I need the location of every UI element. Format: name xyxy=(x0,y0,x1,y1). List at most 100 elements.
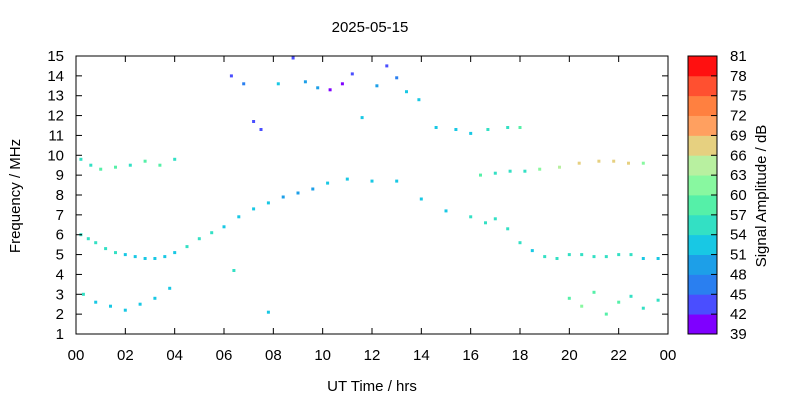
data-point-s0-14 xyxy=(222,225,226,229)
x-tick-label: 18 xyxy=(512,347,529,364)
data-point-s1-8 xyxy=(479,173,482,177)
data-point-s2-2 xyxy=(252,120,256,123)
colorbar-tick-label: 51 xyxy=(730,247,747,264)
data-point-s2-11 xyxy=(360,116,364,120)
data-point-s0-3 xyxy=(104,247,108,251)
data-point-s0-12 xyxy=(197,237,201,241)
colorbar-segment xyxy=(688,274,717,295)
data-point-s3-0 xyxy=(81,292,85,296)
data-point-s2-17 xyxy=(434,126,438,129)
x-tick-label: 12 xyxy=(364,347,381,364)
y-tick-label: 14 xyxy=(47,68,64,85)
data-point-s0-36 xyxy=(580,253,584,257)
data-point-s0-17 xyxy=(266,201,270,205)
data-point-s0-39 xyxy=(617,253,621,257)
colorbar-tick-label: 39 xyxy=(730,326,747,343)
colorbar-tick-label: 78 xyxy=(730,68,747,85)
colorbar-segment xyxy=(688,155,717,176)
data-point-s0-16 xyxy=(252,207,256,211)
data-point-s1-15 xyxy=(597,159,601,163)
y-tick-label: 12 xyxy=(47,108,64,125)
data-point-s1-12 xyxy=(538,167,542,171)
data-point-s0-31 xyxy=(518,241,522,245)
data-point-s1-11 xyxy=(523,169,527,173)
colorbar-tick-label: 69 xyxy=(730,127,747,144)
y-tick-label: 10 xyxy=(47,147,64,164)
data-point-s2-1 xyxy=(242,82,246,86)
data-point-s1-6 xyxy=(158,163,162,167)
data-point-s0-7 xyxy=(143,257,147,260)
data-point-s2-13 xyxy=(385,64,389,68)
data-point-s2-7 xyxy=(316,86,320,90)
data-point-s0-26 xyxy=(444,209,448,213)
data-point-s1-16 xyxy=(612,159,616,163)
y-tick-label: 5 xyxy=(56,247,64,264)
x-tick-label: 14 xyxy=(413,347,430,364)
colorbar-tick-label: 75 xyxy=(730,88,747,105)
x-tick-label: 20 xyxy=(561,347,578,364)
data-point-s0-28 xyxy=(484,221,487,225)
data-point-s0-37 xyxy=(592,255,596,259)
colorbar-ticks: 39 42 45 48 51 54 57 60 63 66 69 72 75 78 81 xyxy=(711,48,747,343)
data-point-s3-9 xyxy=(567,296,571,300)
data-point-s2-20 xyxy=(486,128,490,131)
colorbar-segment xyxy=(688,56,717,77)
data-point-s3-5 xyxy=(153,296,157,300)
data-point-s2-22 xyxy=(518,126,522,129)
data-point-s1-2 xyxy=(99,167,103,171)
data-point-s0-33 xyxy=(543,255,547,259)
colorbar-segment xyxy=(688,75,717,97)
data-point-s0-6 xyxy=(133,255,137,259)
colorbar-tick-label: 45 xyxy=(730,286,747,303)
colorbar-tick-label: 57 xyxy=(730,207,747,224)
data-point-s3-10 xyxy=(580,304,584,308)
y-tick-label: 15 xyxy=(47,48,64,65)
y-tick-label: 11 xyxy=(48,127,64,144)
data-point-s3-14 xyxy=(629,294,633,298)
data-point-s2-10 xyxy=(350,72,354,76)
x-tick-label: 00 xyxy=(660,347,677,364)
data-point-s0-35 xyxy=(567,253,571,257)
data-point-s0-15 xyxy=(237,215,241,219)
y-axis-label: Frequency / MHz xyxy=(7,139,24,253)
data-point-s3-15 xyxy=(641,306,645,310)
y-tick-label: 4 xyxy=(56,266,64,283)
colorbar xyxy=(688,56,717,335)
data-point-s0-34 xyxy=(555,257,559,260)
data-point-s2-9 xyxy=(340,82,344,86)
data-point-s0-2 xyxy=(94,241,98,245)
colorbar-tick-label: 48 xyxy=(730,266,747,283)
colorbar-segment xyxy=(688,314,717,335)
data-point-s0-25 xyxy=(419,197,423,201)
colorbar-tick-label: 72 xyxy=(730,108,747,125)
data-point-s0-22 xyxy=(345,177,349,181)
data-point-s3-11 xyxy=(592,290,596,294)
x-tick-label: 22 xyxy=(610,347,627,364)
data-point-s1-4 xyxy=(128,163,132,167)
data-point-s1-18 xyxy=(641,161,645,165)
data-point-s0-38 xyxy=(604,255,608,259)
data-point-s3-3 xyxy=(123,308,127,312)
data-point-s1-0 xyxy=(79,157,83,161)
plot-frame xyxy=(75,55,669,335)
data-point-s3-12 xyxy=(604,312,608,316)
y-tick-label: 3 xyxy=(56,286,64,303)
colorbar-tick-label: 63 xyxy=(730,167,747,184)
colorbar-label: Signal Amplitude / dB xyxy=(753,125,770,268)
x-tick-label: 16 xyxy=(462,347,479,364)
colorbar-segment xyxy=(688,135,717,156)
y-tick-label: 2 xyxy=(56,306,64,323)
data-point-s3-7 xyxy=(232,269,236,272)
data-points xyxy=(79,56,660,316)
data-point-s0-27 xyxy=(469,215,473,219)
data-point-s3-6 xyxy=(168,286,172,290)
data-point-s1-1 xyxy=(89,163,93,167)
data-point-s0-40 xyxy=(629,253,633,257)
data-point-s0-23 xyxy=(370,179,374,183)
data-point-s1-5 xyxy=(143,159,147,163)
x-axis-ticks: 00 02 04 06 08 10 12 14 16 18 20 22 00 xyxy=(68,56,677,364)
data-point-s3-13 xyxy=(617,300,621,304)
data-point-s0-9 xyxy=(163,255,167,259)
